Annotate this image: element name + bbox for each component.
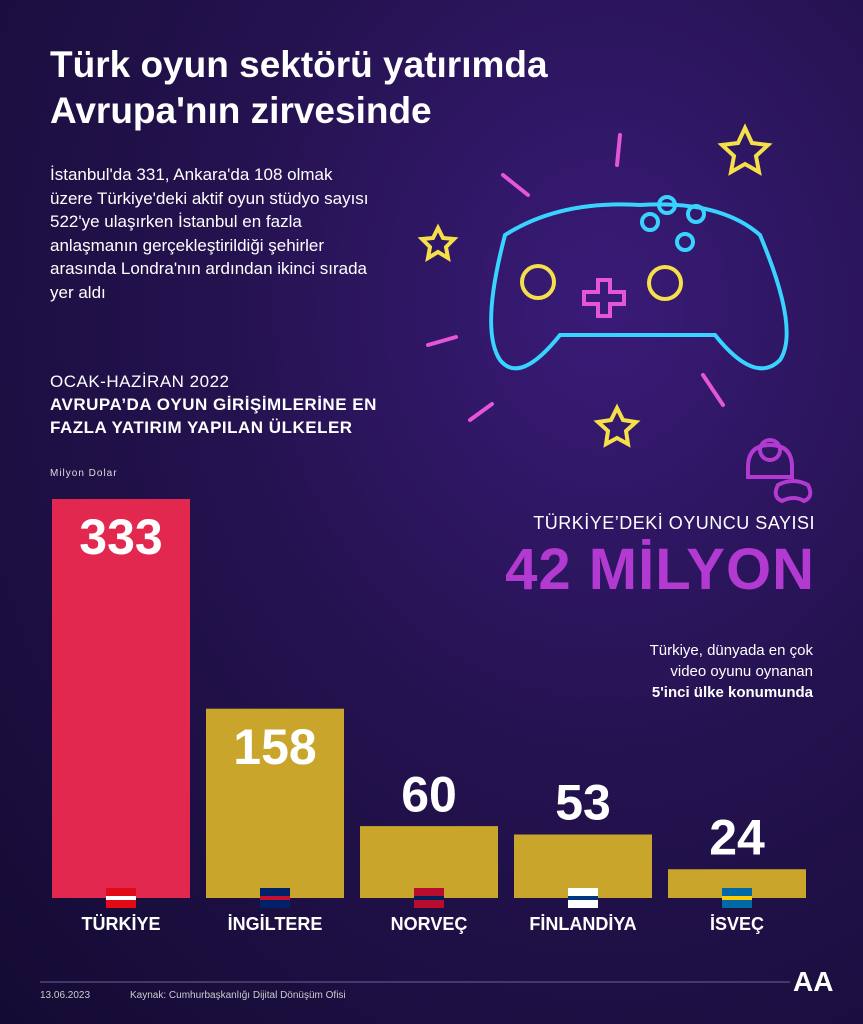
- value-label: 333: [79, 509, 162, 565]
- logo: AA: [793, 966, 834, 997]
- flag-detail: [568, 896, 598, 900]
- x-tick-label: İNGİLTERE: [228, 914, 323, 934]
- flag-detail: [260, 896, 290, 900]
- x-tick-label: İSVEÇ: [710, 914, 764, 934]
- subtitle: İstanbul'da 331, Ankara'da 108 olmak üze…: [50, 165, 369, 302]
- note-bold: 5'inci ülke konumunda: [651, 684, 813, 701]
- note-text: Türkiye, dünyada en çok video oyunu oyna…: [649, 642, 813, 680]
- x-tick-label: TÜRKİYE: [81, 914, 160, 934]
- bar: [514, 834, 652, 898]
- chart-period: OCAK-HAZİRAN 2022: [50, 372, 230, 391]
- chart-title: AVRUPA’DA OYUN GİRİŞİMLERİNE EN FAZLA YA…: [50, 395, 377, 437]
- value-label: 24: [709, 809, 765, 865]
- x-tick-label: FİNLANDİYA: [529, 914, 636, 934]
- stat-note: Türkiye, dünyada en çok video oyunu oyna…: [633, 640, 813, 703]
- value-label: 158: [233, 719, 316, 775]
- flag-detail: [722, 896, 752, 900]
- bar: [360, 826, 498, 898]
- flag-detail: [414, 896, 444, 900]
- unit-label: Milyon Dolar: [50, 468, 118, 479]
- value-label: 60: [401, 766, 457, 822]
- stat-label: TÜRKİYE’DEKİ OYUNCU SAYISI: [533, 513, 815, 533]
- controller-illustration: [417, 123, 813, 504]
- source: Kaynak: Cumhurbaşkanlığı Dijital Dönüşüm…: [130, 990, 346, 1001]
- title: Türk oyun sektörü yatırımda Avrupa'nın z…: [50, 44, 548, 131]
- date: 13.06.2023: [40, 990, 91, 1001]
- bar: [206, 708, 344, 898]
- stat-value: 42 MİLYON: [505, 537, 815, 602]
- x-tick-label: NORVEÇ: [391, 914, 468, 934]
- flag-detail: [106, 896, 136, 900]
- bar: [52, 499, 190, 898]
- value-label: 53: [555, 775, 611, 831]
